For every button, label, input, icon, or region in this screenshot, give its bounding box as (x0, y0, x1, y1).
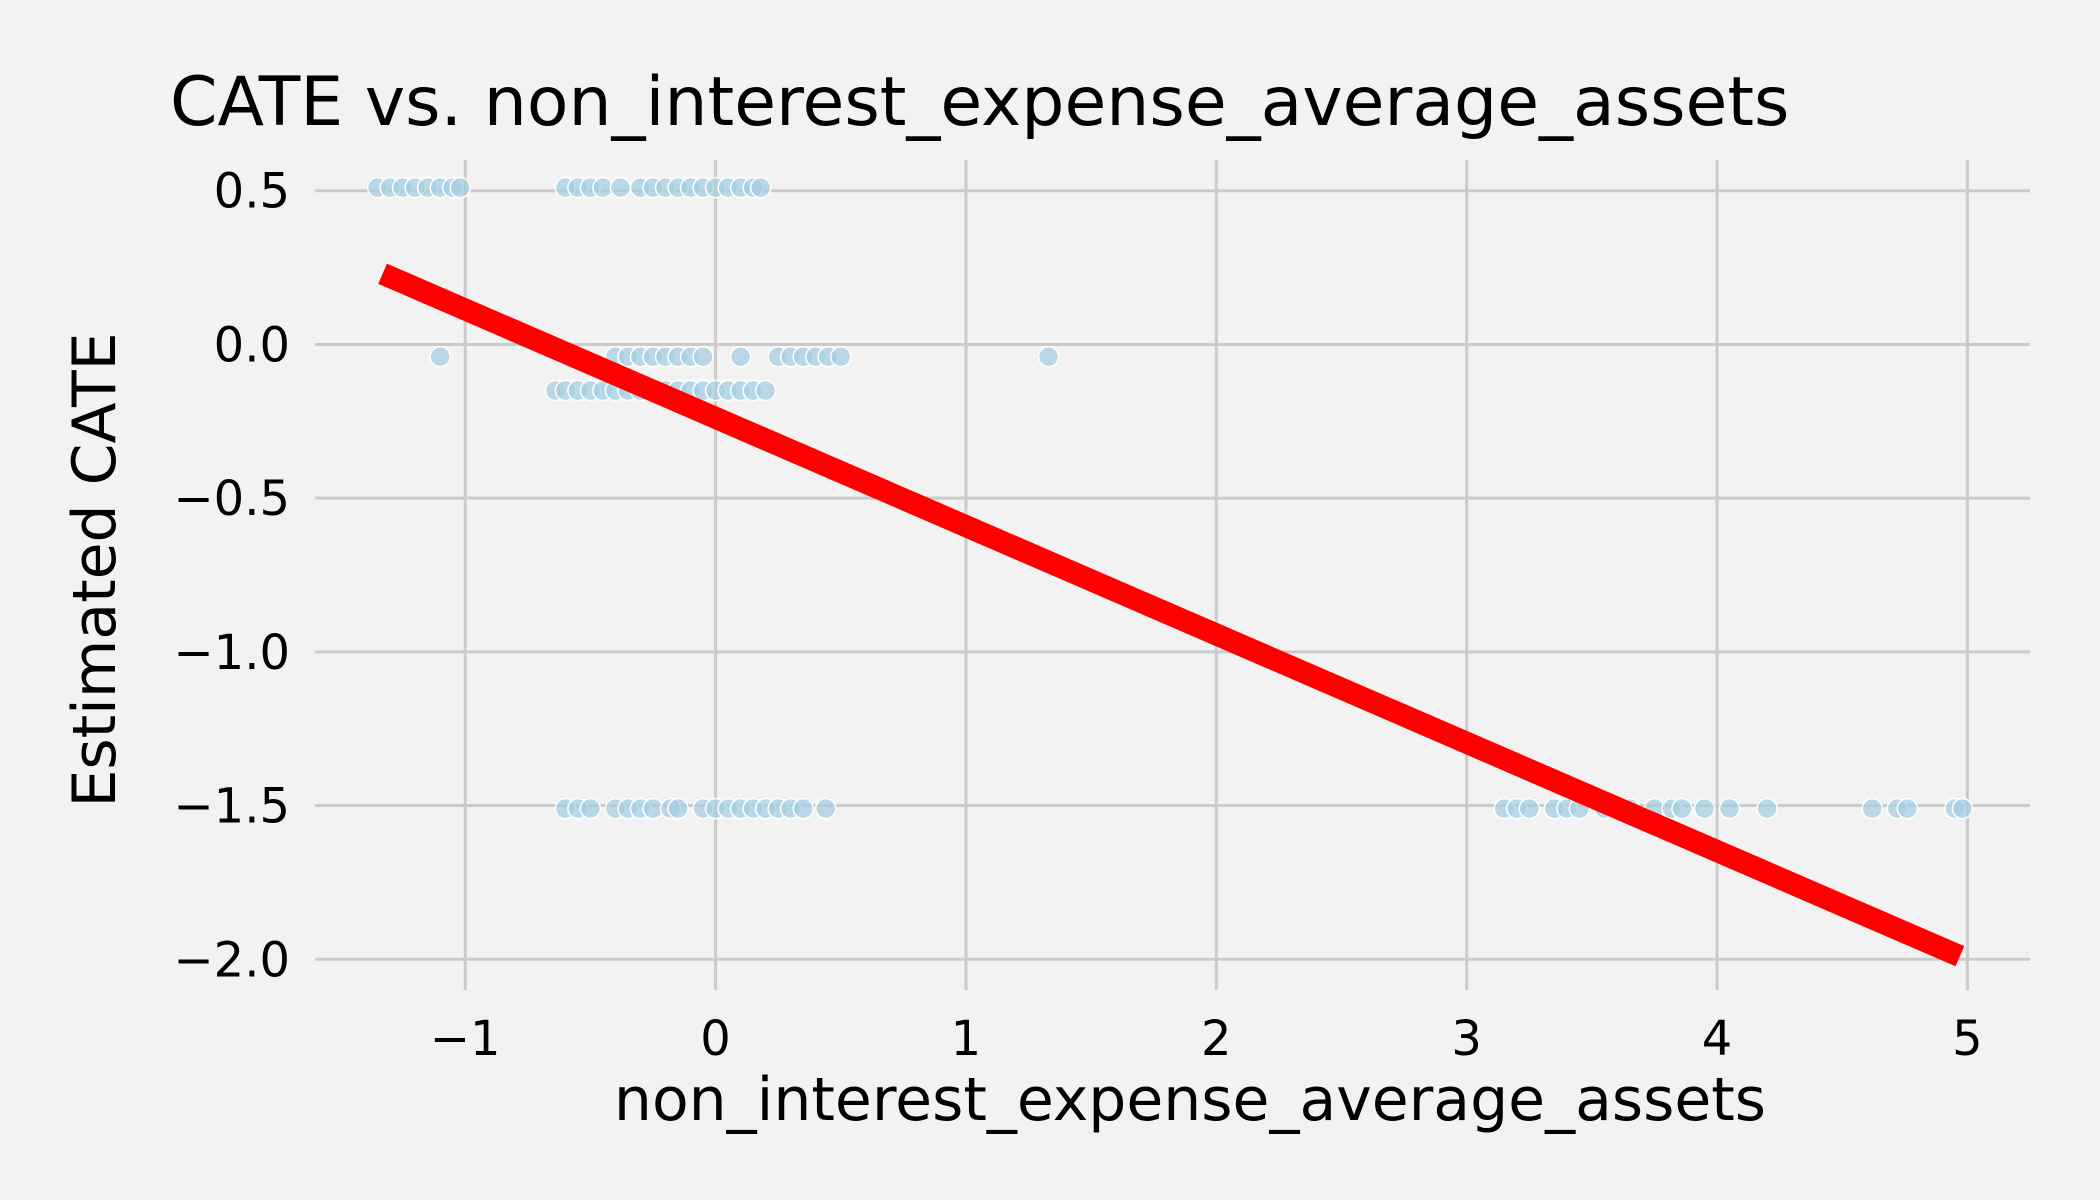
scatter-point (1037, 345, 1060, 368)
x-tick-label: 3 (1451, 1011, 1482, 1067)
y-tick-label: −1.0 (173, 625, 290, 681)
x-tick-labels: −1 0 1 2 3 4 5 (430, 1011, 1983, 1067)
grid-lines (315, 160, 2030, 990)
y-tick-label: 0.0 (214, 317, 290, 373)
x-tick-label: 1 (951, 1011, 982, 1067)
scatter-point (429, 345, 451, 368)
y-tick-label: −2.0 (173, 932, 290, 988)
scatter-point (792, 797, 814, 820)
scatter-point (579, 797, 602, 820)
scatter-point (692, 345, 714, 368)
scatter-point (1671, 797, 1693, 820)
scatter-point (1518, 797, 1541, 820)
scatter-point (609, 176, 632, 199)
x-tick-label: 5 (1952, 1011, 1983, 1067)
x-tick-label: −1 (430, 1011, 501, 1067)
scatter-point (667, 797, 689, 820)
fit-line-layer (378, 263, 1965, 967)
scatter-point (1756, 797, 1778, 820)
x-tick-label: 4 (1702, 1011, 1733, 1067)
y-tick-label: 0.5 (214, 164, 290, 220)
x-tick-label: 2 (1201, 1011, 1232, 1067)
scatter-point (749, 176, 772, 199)
scatter-point (1861, 797, 1884, 820)
scatter-point (1718, 797, 1741, 820)
scatter-point (1951, 797, 1974, 820)
scatter-points (366, 176, 1974, 820)
scatter-point (449, 176, 471, 199)
x-tick-label: 0 (700, 1011, 731, 1067)
y-tick-label: −0.5 (173, 471, 290, 527)
scatter-point (729, 345, 752, 368)
fit-line (378, 263, 1965, 967)
scatter-point (1896, 797, 1919, 820)
chart-title: CATE vs. non_interest_expense_average_as… (170, 63, 1789, 142)
y-axis-label: Estimated CATE (60, 332, 130, 807)
y-tick-labels: 0.5 0.0 −0.5 −1.0 −1.5 −2.0 (173, 164, 290, 989)
x-axis-label: non_interest_expense_average_assets (614, 1065, 1766, 1135)
scatter-point (754, 379, 777, 402)
y-tick-label: −1.5 (173, 779, 290, 835)
scatter-point (814, 797, 837, 820)
scatter-point (830, 345, 852, 368)
scatter-point (1693, 797, 1716, 820)
